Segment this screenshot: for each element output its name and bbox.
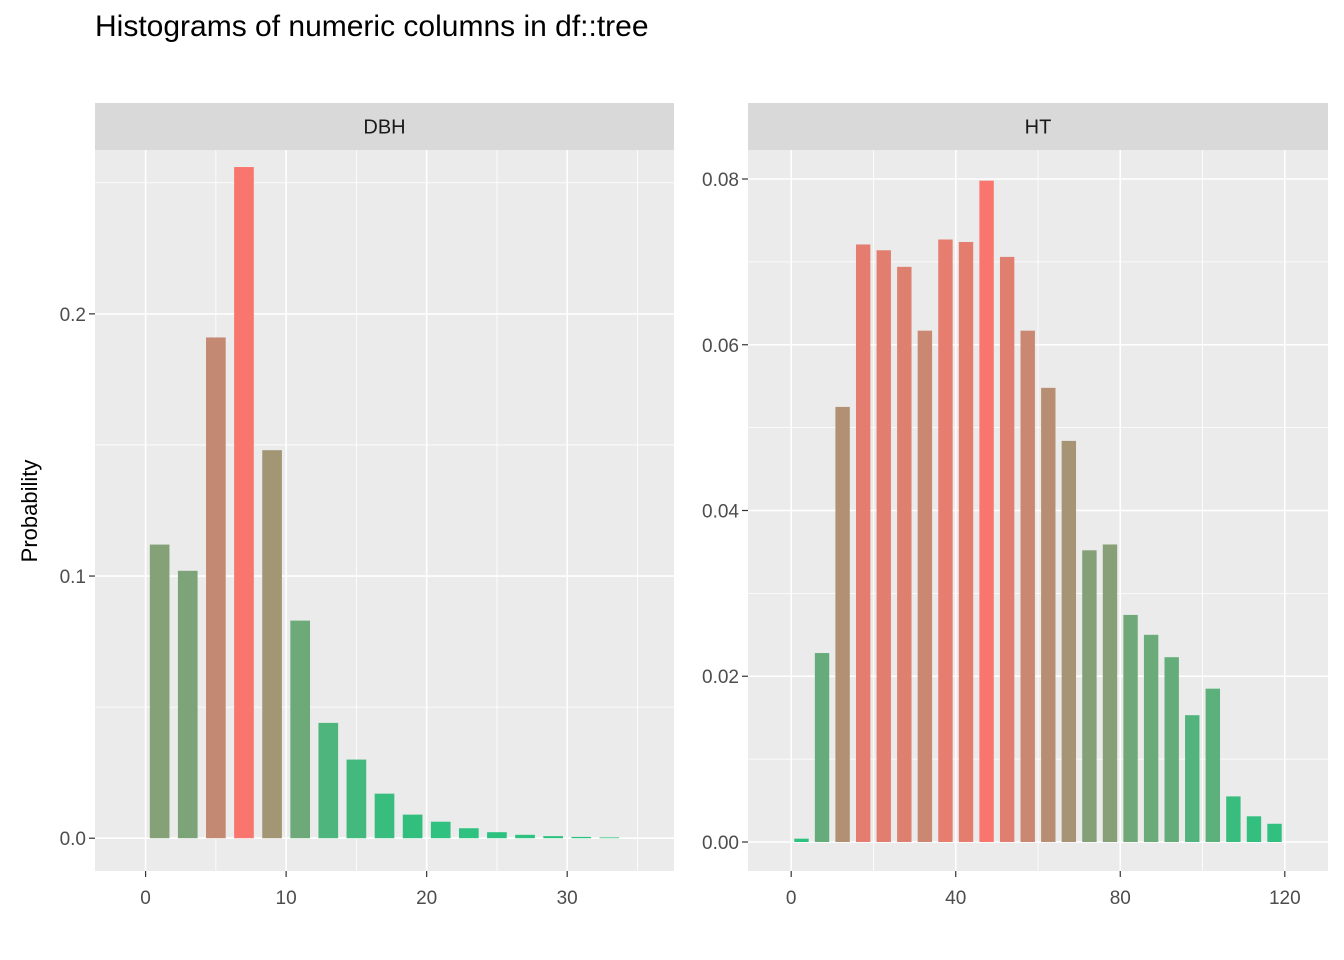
histogram-bar bbox=[234, 167, 254, 839]
histogram-bar bbox=[876, 250, 891, 842]
histogram-bar bbox=[458, 828, 479, 839]
histogram-bar bbox=[515, 834, 535, 839]
histogram-bar bbox=[917, 330, 933, 842]
histogram-bar bbox=[1020, 330, 1035, 842]
histogram-bar bbox=[897, 266, 912, 842]
histogram-bar bbox=[1041, 387, 1056, 842]
x-tick-label: 120 bbox=[1269, 888, 1301, 909]
facet-strip-dbh bbox=[95, 103, 674, 150]
facet-strip-ht bbox=[748, 103, 1328, 150]
histogram-bar bbox=[1226, 796, 1241, 842]
histogram-bar bbox=[1123, 614, 1138, 842]
y-tick-label: 0.2 bbox=[60, 305, 86, 326]
facet-label-ht: HT bbox=[1025, 117, 1052, 139]
histogram-bar bbox=[543, 836, 563, 839]
histogram-bar bbox=[318, 722, 339, 839]
histogram-bar bbox=[1143, 634, 1159, 842]
histogram-bar bbox=[1061, 440, 1077, 842]
chart-title: Histograms of numeric columns in df::tre… bbox=[95, 10, 649, 43]
y-axis-title: Probability bbox=[17, 459, 42, 563]
histogram-bar bbox=[979, 180, 994, 842]
histogram-bar bbox=[814, 653, 830, 842]
x-tick-label: 20 bbox=[416, 888, 437, 909]
x-tick-label: 0 bbox=[786, 888, 797, 909]
x-tick-label: 40 bbox=[945, 888, 966, 909]
panel-background-ht bbox=[748, 150, 1328, 871]
histogram-bar bbox=[794, 838, 809, 842]
histogram-bar bbox=[1246, 816, 1262, 842]
histogram-bar bbox=[1082, 550, 1097, 842]
histogram-bar bbox=[430, 821, 451, 839]
histogram-bar bbox=[374, 793, 395, 839]
histogram-bar bbox=[855, 244, 871, 842]
y-tick-label: 0.02 bbox=[702, 667, 739, 688]
y-tick-label: 0.04 bbox=[702, 502, 739, 523]
histogram-bar bbox=[571, 836, 592, 839]
histogram-bar bbox=[958, 241, 974, 842]
panel-background-dbh bbox=[95, 150, 674, 871]
histogram-bar bbox=[1267, 823, 1282, 842]
histogram-bar bbox=[402, 814, 423, 839]
histogram-bar bbox=[487, 832, 507, 839]
y-tick-label: 0.0 bbox=[60, 829, 86, 850]
histogram-bar bbox=[999, 256, 1015, 842]
y-tick-label: 0.1 bbox=[60, 567, 86, 588]
histogram-bar bbox=[1102, 544, 1118, 842]
facet-label-dbh: DBH bbox=[363, 117, 405, 139]
histogram-bar bbox=[835, 406, 850, 842]
x-tick-label: 0 bbox=[140, 888, 151, 909]
y-tick-label: 0.08 bbox=[702, 170, 739, 191]
histogram-bar bbox=[938, 239, 953, 842]
histogram-bar bbox=[1205, 688, 1221, 842]
histogram-bar bbox=[290, 620, 311, 839]
histogram-bar bbox=[177, 570, 198, 839]
histogram-bar bbox=[206, 337, 226, 839]
histogram-bar bbox=[1185, 715, 1200, 842]
x-tick-label: 10 bbox=[276, 888, 297, 909]
histogram-bar bbox=[1164, 657, 1179, 842]
histogram-bar bbox=[599, 837, 620, 839]
histogram-bar bbox=[262, 450, 282, 839]
x-tick-label: 80 bbox=[1110, 888, 1131, 909]
y-tick-label: 0.00 bbox=[702, 833, 739, 854]
y-tick-label: 0.06 bbox=[702, 336, 739, 357]
histogram-bar bbox=[346, 759, 367, 839]
x-tick-label: 30 bbox=[557, 888, 578, 909]
histogram-bar bbox=[149, 544, 170, 839]
